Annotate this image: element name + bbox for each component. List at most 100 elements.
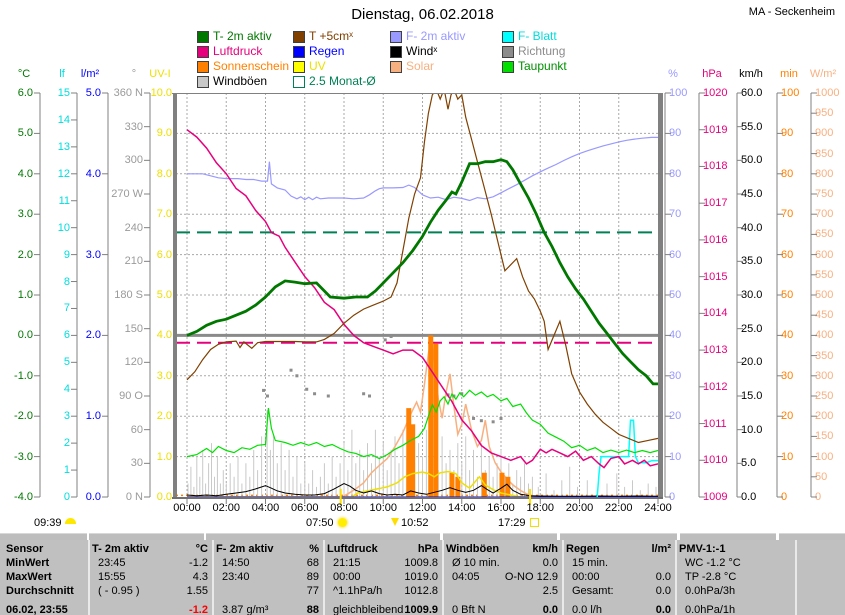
axis-tick: 1.0 xyxy=(85,410,101,423)
legend-item-label: F- Blatt xyxy=(518,29,557,43)
axis-tick: 3.0 xyxy=(17,208,33,221)
axis-tick: 330 xyxy=(124,120,143,133)
axis-tick: -2.0 xyxy=(14,410,33,423)
series-wind xyxy=(186,482,658,497)
legend-item-label: Luftdruck xyxy=(213,44,263,58)
axis-tick: 3.0 xyxy=(156,369,172,382)
axis-tick: 60 xyxy=(130,423,143,436)
axis-tick: 6.0 xyxy=(156,248,172,261)
axis-tick: 4 xyxy=(63,383,70,396)
axis-tick: 300 xyxy=(124,154,143,167)
series-uv xyxy=(187,470,658,497)
axis-tick: 0 xyxy=(781,491,788,503)
page-title: Dienstag, 06.02.2018 xyxy=(351,6,494,23)
table-cell: WC -1.2 °C xyxy=(685,557,741,569)
legend-item-label: Sonnenschein xyxy=(213,59,290,73)
axis-tick: 0.0 xyxy=(156,491,172,503)
series-t-5cm xyxy=(186,93,658,444)
table-cell-value: 88 xyxy=(306,604,319,615)
legend-item-label: Windböen xyxy=(213,74,268,88)
x-label: 04:00 xyxy=(251,502,280,514)
table-cell: 14:50 xyxy=(222,557,250,569)
dot-richtung xyxy=(289,368,293,372)
dot-richtung xyxy=(383,338,387,342)
axis-tick: 0 xyxy=(63,491,70,503)
dot-richtung xyxy=(389,335,393,339)
table-cell: 0.0hPa/3h xyxy=(685,585,736,597)
x-label: 16:00 xyxy=(487,502,515,514)
axis-tick: 70 xyxy=(669,208,682,221)
axis-tick: 7 xyxy=(63,302,70,315)
legend-item-label: 2.5 Monat-Ø xyxy=(309,74,376,88)
axis-tick: 80 xyxy=(781,167,794,180)
axis-tick: 0.0 xyxy=(741,491,757,503)
table-separator xyxy=(795,540,797,615)
table-col-unit: l/m² xyxy=(651,543,671,555)
axis-title-min: min xyxy=(780,68,798,80)
dot-richtung xyxy=(479,419,483,423)
axis-tick: 7.0 xyxy=(156,208,172,221)
axis-tick: 20.0 xyxy=(741,356,763,369)
axis-tick: 200 xyxy=(815,410,834,423)
series-group xyxy=(186,93,658,497)
axis-tick: 10 xyxy=(57,221,70,234)
bar-sonnenschein xyxy=(455,476,461,497)
table-cell: 0 Bft N xyxy=(452,604,486,615)
dot-richtung xyxy=(262,388,266,392)
axis-tick: 0.0 xyxy=(85,491,101,503)
table-cell-value: 0.0 xyxy=(655,604,671,615)
axis-tick: 5.0 xyxy=(156,289,172,301)
x-label: 24:00 xyxy=(644,502,672,514)
axis-tick: 2.0 xyxy=(156,410,172,423)
axis-tick: 700 xyxy=(815,208,834,221)
table-cell: 21:15 xyxy=(333,557,361,569)
plot-svg xyxy=(34,92,817,505)
table-cell: ^1.1hPa/h xyxy=(333,585,383,597)
table-cell-value: 0.0 xyxy=(542,604,558,615)
table-cell: gleichbleibend xyxy=(333,604,404,615)
table-cell: 0.0hPa/1h xyxy=(685,604,736,615)
table-col-unit: hPa xyxy=(417,543,438,555)
axis-tick: 900 xyxy=(815,127,834,140)
bar-sonnenschein xyxy=(505,476,511,497)
x-label: 10:00 xyxy=(369,502,398,514)
axis-tick: 20 xyxy=(781,410,794,423)
dot-richtung xyxy=(460,392,464,396)
moonrise-time: 09:39 xyxy=(34,517,76,530)
axis-tick: 70 xyxy=(781,208,794,221)
axis-tick: 1020 xyxy=(703,87,728,99)
table-cell-value: 1009.9 xyxy=(404,604,438,615)
axis-tick: 2.0 xyxy=(17,248,33,261)
table-cell-value: 4.3 xyxy=(192,571,208,583)
x-label: 18:00 xyxy=(526,502,555,514)
f-blatt-swatch xyxy=(502,31,514,43)
axis-tick: 1 xyxy=(63,464,70,477)
table-cell: 23:40 xyxy=(222,571,250,583)
regen-swatch xyxy=(293,46,305,58)
table-cell: 23:45 xyxy=(98,557,126,569)
axis-tick: 0 N xyxy=(125,491,143,503)
axis-tick: 1019 xyxy=(703,123,728,136)
axis-tick: 8.0 xyxy=(156,167,172,180)
axis-tick: -1.0 xyxy=(14,369,33,382)
axis-tick: 4.0 xyxy=(17,167,33,180)
x-label: 08:00 xyxy=(330,502,358,514)
axis-tick: 1010 xyxy=(703,454,728,467)
axis-tick: 650 xyxy=(815,228,834,241)
axis-title-uv-i: UV-I xyxy=(149,68,171,80)
axis-tick: 40 xyxy=(669,329,682,342)
series-f-2m-aktiv xyxy=(187,136,658,202)
axis-tick: 1013 xyxy=(703,344,728,357)
dot-richtung xyxy=(472,416,476,420)
legend-item-label: T- 2m aktiv xyxy=(213,29,272,43)
legend-item-label: F- 2m aktiv xyxy=(406,29,466,43)
2-5-monat-swatch xyxy=(293,76,305,88)
t-5cm-swatch xyxy=(293,31,305,43)
axis-tick: 1018 xyxy=(703,160,728,173)
axis-tick: 9 xyxy=(63,248,70,261)
table-col-unit: °C xyxy=(195,543,208,555)
axis-tick: 10.0 xyxy=(150,87,172,99)
axis-tick: 30.0 xyxy=(741,289,763,301)
axis-tick: 400 xyxy=(815,329,834,342)
axis-tick: 10 xyxy=(669,450,682,463)
